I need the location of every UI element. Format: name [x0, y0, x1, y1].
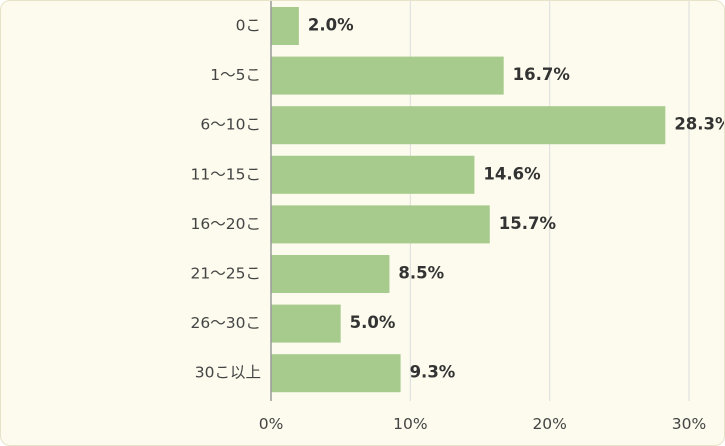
- x-tick-label-0: 0%: [259, 415, 284, 433]
- category-label-5: 16〜20こ: [191, 215, 261, 233]
- category-label-7: 26〜30こ: [191, 314, 261, 332]
- category-label-4: 11〜15こ: [191, 165, 261, 183]
- data-label-2: 16.7%: [513, 65, 571, 84]
- data-label-1: 2.0%: [308, 16, 354, 35]
- data-label-8: 9.3%: [410, 363, 456, 382]
- data-label-6: 8.5%: [398, 264, 444, 283]
- category-label-1: 0こ: [236, 17, 261, 35]
- bar-5: [271, 205, 490, 244]
- bar-8: [271, 354, 401, 393]
- x-tick-label-3: 30%: [672, 415, 706, 433]
- data-label-7: 5.0%: [350, 313, 396, 332]
- data-label-4: 14.6%: [483, 164, 541, 183]
- bar-6: [271, 255, 390, 293]
- category-label-6: 21〜25こ: [191, 265, 261, 283]
- bar-7: [271, 304, 341, 343]
- data-label-3: 28.3%: [674, 115, 724, 134]
- bar-1: [271, 7, 299, 45]
- x-tick-label-1: 10%: [393, 415, 427, 433]
- x-tick-label-2: 20%: [532, 415, 566, 433]
- bar-2: [271, 56, 504, 95]
- category-label-8: 30こ以上: [195, 364, 261, 382]
- bar-3: [271, 106, 666, 145]
- bar-4: [271, 155, 475, 194]
- category-label-3: 6〜10こ: [200, 116, 261, 134]
- data-label-5: 15.7%: [499, 214, 557, 233]
- category-label-2: 1〜5こ: [210, 66, 261, 84]
